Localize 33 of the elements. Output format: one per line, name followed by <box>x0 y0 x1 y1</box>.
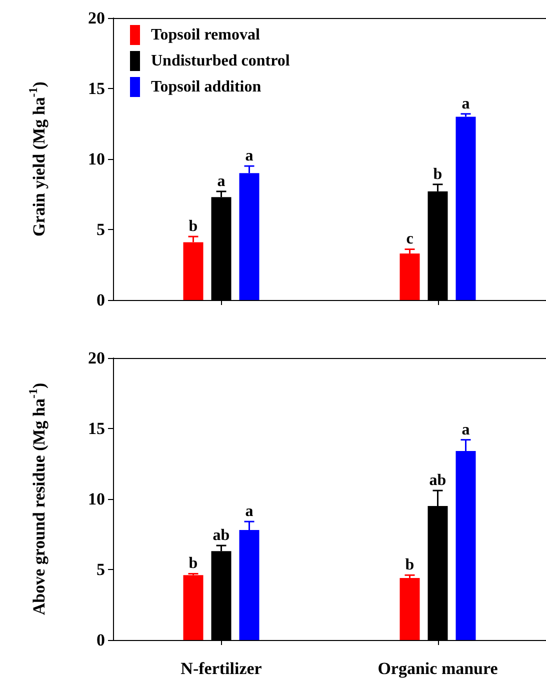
x-tick-label: Organic manure <box>378 659 498 678</box>
data-label: ab <box>212 527 230 544</box>
data-label: a <box>462 421 470 438</box>
bar <box>456 116 476 300</box>
y-tick-label: 20 <box>88 348 105 368</box>
bar <box>400 253 420 300</box>
bar <box>183 575 204 640</box>
y-tick-label: 0 <box>96 290 105 310</box>
legend-label: Topsoil addition <box>151 78 262 96</box>
y-axis-title: Grain yield (Mg ha-1) <box>26 82 48 236</box>
y-axis-title: Above ground residue (Mg ha-1) <box>26 382 48 616</box>
y-tick-label: 5 <box>96 560 105 579</box>
y-tick-label: 10 <box>88 150 105 168</box>
data-label: ab <box>429 472 446 490</box>
data-label: a <box>245 148 254 165</box>
y-tick-label: 10 <box>88 490 105 508</box>
y-tick-label: 0 <box>96 630 105 650</box>
data-label: b <box>405 556 414 574</box>
legend-label: Topsoil removal <box>151 26 260 44</box>
y-tick-label: 15 <box>88 419 105 438</box>
data-label: b <box>188 218 198 236</box>
data-label: a <box>217 172 226 190</box>
data-label: b <box>433 166 442 183</box>
data-label: a <box>245 503 254 520</box>
data-label: a <box>462 95 470 112</box>
legend-label: Undisturbed control <box>151 52 290 70</box>
x-tick-label: N-fertilizer <box>180 659 262 678</box>
y-tick-label: 20 <box>88 8 105 28</box>
y-tick-label: 5 <box>96 220 105 239</box>
data-label: c <box>406 230 414 248</box>
bar <box>400 578 420 640</box>
y-tick-label: 15 <box>88 79 105 98</box>
data-label: b <box>188 555 198 572</box>
